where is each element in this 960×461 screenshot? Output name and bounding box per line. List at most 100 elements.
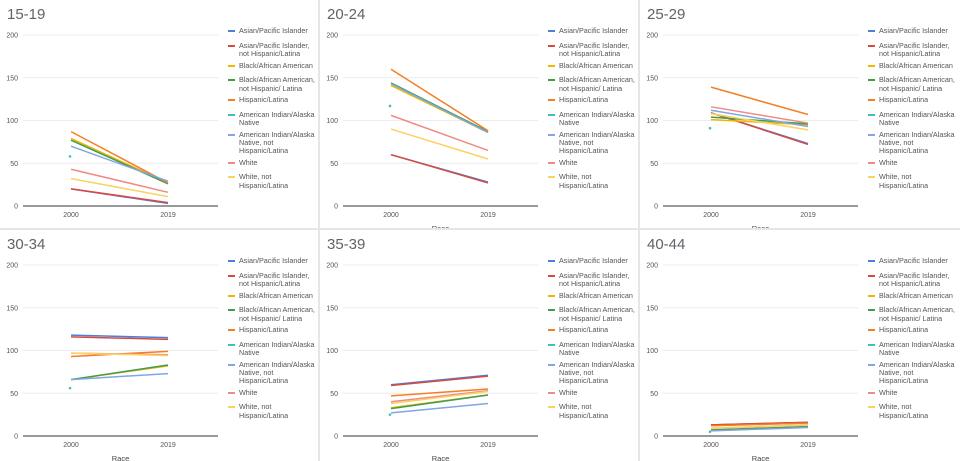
series-black-african-american-not-hispanic-latina-line bbox=[70, 364, 169, 381]
legend-swatch bbox=[228, 30, 235, 32]
legend-item-american-indian-alaska-native-not-hispanic-latina: American Indian/Alaska Native, not Hispa… bbox=[868, 360, 960, 386]
chart-title: 25-29 bbox=[647, 6, 686, 23]
chart-svg: 0 50 100 150 200 2000 2019 Race bbox=[326, 33, 538, 228]
chart-title: 35-39 bbox=[327, 236, 366, 253]
chart-panel-25-29: 25-29 0 50 100 150 200 2000 2019 Race Asian/Pacif… bbox=[640, 0, 960, 228]
series-american-indian-alaska-native-point bbox=[388, 413, 392, 416]
legend-item-black-african-american-not-hispanic-latina: Black/African American, not Hispanic/ La… bbox=[228, 306, 318, 323]
y-tick-label: 50 bbox=[650, 161, 658, 168]
legend-item-white-not-hispanic-latina: White, not Hispanic/Latina bbox=[548, 403, 638, 420]
legend-swatch bbox=[868, 113, 875, 116]
legend-label: American Indian/Alaska Native bbox=[879, 339, 955, 358]
legend-swatch bbox=[868, 260, 875, 262]
legend-swatch bbox=[228, 176, 235, 179]
y-tick-label: 0 bbox=[14, 204, 18, 211]
legend-label: American Indian/Alaska Native, not Hispa… bbox=[239, 129, 315, 156]
series-white-not-hispanic-latina-line bbox=[70, 352, 169, 357]
series-hispanic-latina-line bbox=[710, 86, 809, 116]
legend: Asian/Pacific Islander Asian/Pacific Isla… bbox=[868, 26, 960, 193]
series-white-line bbox=[710, 106, 809, 124]
legend-label: White bbox=[559, 157, 578, 167]
legend-label: White, not Hispanic/Latina bbox=[559, 402, 609, 420]
y-tick-label: 150 bbox=[6, 75, 18, 82]
legend-swatch bbox=[548, 260, 555, 262]
x-axis-label: Race bbox=[752, 454, 770, 461]
legend-item-asian-pacific-islander-not-hispanic-latina: Asian/Pacific Islander, not Hispanic/Lat… bbox=[228, 41, 318, 59]
y-tick-label: 100 bbox=[326, 118, 338, 125]
legend-swatch bbox=[868, 391, 875, 394]
legend-swatch bbox=[548, 44, 555, 47]
series-asian-pacific-islander-not-hispanic-latina-line bbox=[70, 188, 169, 204]
legend-label: Hispanic/Latina bbox=[559, 95, 609, 105]
legend-item-american-indian-alaska-native-not-hispanic-latina: American Indian/Alaska Native, not Hispa… bbox=[228, 360, 318, 386]
x-axis-label: Race bbox=[112, 454, 130, 461]
y-tick-label: 50 bbox=[330, 391, 338, 398]
legend-label: Hispanic/Latina bbox=[879, 325, 929, 335]
legend-swatch bbox=[228, 363, 235, 366]
legend-swatch bbox=[228, 309, 235, 312]
chart-svg: 0 50 100 150 200 2000 2019 bbox=[6, 33, 218, 219]
x-tick-label: 2000 bbox=[703, 442, 719, 449]
legend-swatch bbox=[548, 363, 555, 366]
legend-swatch bbox=[548, 161, 555, 164]
legend-label: American Indian/Alaska Native, not Hispa… bbox=[879, 129, 955, 156]
series-asian-pacific-islander-not-hispanic-latina-line bbox=[390, 153, 489, 184]
series-asian-pacific-islander-not-hispanic-latina-line bbox=[390, 375, 489, 387]
legend-item-american-indian-alaska-native-not-hispanic-latina: American Indian/Alaska Native, not Hispa… bbox=[868, 129, 960, 156]
legend-item-american-indian-alaska-native: American Indian/Alaska Native bbox=[868, 339, 960, 358]
series-asian-pacific-islander-line bbox=[70, 334, 169, 339]
legend-item-black-african-american: Black/African American bbox=[228, 61, 318, 70]
x-tick-label: 2000 bbox=[63, 442, 79, 449]
legend-swatch bbox=[228, 260, 235, 262]
legend-label: White bbox=[239, 157, 258, 167]
legend-label: Black/African American, not Hispanic/ La… bbox=[239, 75, 315, 93]
series-american-indian-alaska-native-point bbox=[68, 155, 72, 158]
y-tick-label: 200 bbox=[6, 263, 18, 270]
legend-label: White, not Hispanic/Latina bbox=[239, 402, 289, 420]
legend-swatch bbox=[228, 274, 235, 277]
legend-label: Black/African American bbox=[879, 290, 953, 300]
legend-swatch bbox=[868, 363, 875, 366]
legend-swatch bbox=[228, 79, 235, 82]
y-tick-label: 50 bbox=[650, 391, 658, 398]
legend-swatch bbox=[228, 294, 235, 297]
legend-swatch bbox=[228, 44, 235, 47]
legend-swatch bbox=[868, 44, 875, 47]
legend-label: Black/African American bbox=[559, 60, 633, 70]
legend-item-black-african-american-not-hispanic-latina: Black/African American, not Hispanic/ La… bbox=[868, 76, 960, 93]
chart-panel-35-39: 35-39 0 50 100 150 200 2000 2019 Race Asian/Pacif… bbox=[320, 230, 638, 461]
legend-label: Asian/Pacific Islander bbox=[239, 26, 308, 35]
legend-swatch bbox=[228, 133, 235, 136]
legend-item-black-african-american: Black/African American bbox=[868, 290, 960, 300]
legend-item-asian-pacific-islander: Asian/Pacific Islander bbox=[868, 256, 960, 265]
series-american-indian-alaska-native-not-hispanic-latina-line bbox=[390, 83, 489, 134]
legend-swatch bbox=[548, 294, 555, 297]
y-tick-label: 100 bbox=[646, 348, 658, 355]
legend-item-black-african-american-not-hispanic-latina: Black/African American, not Hispanic/ La… bbox=[868, 306, 960, 323]
legend-item-white-not-hispanic-latina: White, not Hispanic/Latina bbox=[548, 173, 638, 190]
legend-item-asian-pacific-islander-not-hispanic-latina: Asian/Pacific Islander, not Hispanic/Lat… bbox=[868, 41, 960, 59]
legend-label: Black/African American bbox=[239, 290, 313, 300]
legend-swatch bbox=[548, 30, 555, 32]
legend-swatch bbox=[868, 79, 875, 82]
legend-swatch bbox=[868, 406, 875, 409]
y-tick-label: 150 bbox=[326, 305, 338, 312]
legend-label: Asian/Pacific Islander bbox=[559, 256, 628, 265]
y-tick-label: 0 bbox=[654, 434, 658, 441]
y-tick-label: 200 bbox=[6, 33, 18, 40]
legend-item-black-african-american: Black/African American bbox=[548, 291, 638, 300]
y-tick-label: 100 bbox=[326, 348, 338, 355]
series-white-line bbox=[390, 114, 489, 152]
legend-swatch bbox=[548, 133, 555, 136]
legend-item-asian-pacific-islander: Asian/Pacific Islander bbox=[228, 256, 318, 265]
legend-label: Asian/Pacific Islander bbox=[559, 26, 628, 35]
chart-svg: 0 50 100 150 200 2000 2019 Race bbox=[646, 263, 858, 461]
legend-item-black-african-american: Black/African American bbox=[868, 61, 960, 70]
legend-swatch bbox=[548, 176, 555, 179]
series-white-line bbox=[70, 168, 169, 194]
legend-swatch bbox=[228, 391, 235, 394]
legend-label: Asian/Pacific Islander, not Hispanic/Lat… bbox=[559, 40, 630, 59]
x-axis-label: Race bbox=[432, 224, 450, 228]
legend-item-white: White bbox=[228, 388, 318, 397]
